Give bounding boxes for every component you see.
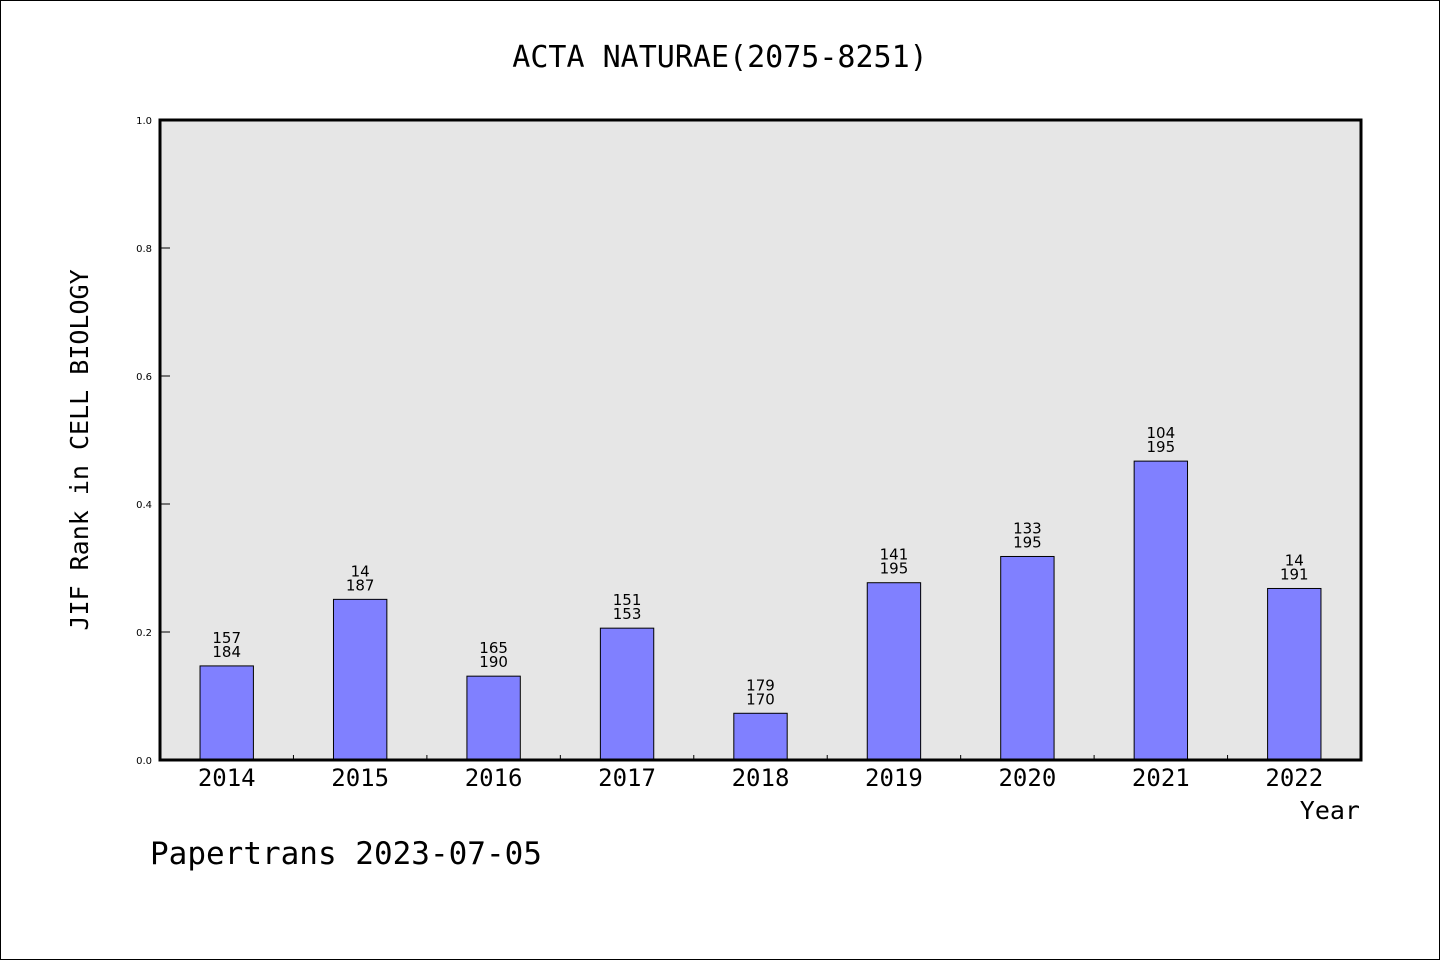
bar-annotation: 153: [613, 605, 642, 623]
bar-annotation: 184: [212, 643, 241, 661]
bar-annotation: 195: [1013, 533, 1042, 551]
bar-annotation: 187: [346, 576, 375, 594]
bar-annotation: 179: [746, 676, 775, 694]
x-tick-label: 2022: [1265, 764, 1323, 792]
bar-2017: [599, 627, 655, 761]
bar-annotation: 133: [1013, 519, 1042, 537]
x-tick-label: 2021: [1132, 764, 1190, 792]
bar-annotation: 190: [479, 653, 508, 671]
x-tick-label: 2020: [998, 764, 1056, 792]
bar-annotation: 151: [613, 591, 642, 609]
x-tick-label: 2019: [865, 764, 923, 792]
y-tick-label: 0.2: [136, 628, 152, 639]
x-axis: 2014 2015 2016 2017 2018 2019 2020 2021 2022: [198, 755, 1323, 792]
x-tick-label: 2017: [598, 764, 656, 792]
bar-2016: [466, 675, 521, 761]
x-tick-label: 2016: [465, 764, 523, 792]
x-axis-label: Year: [1300, 796, 1360, 825]
bar-2020: [1000, 555, 1055, 761]
bar-2022: [1267, 587, 1322, 761]
bar-2021: [1133, 460, 1189, 761]
bar-annotation: 104: [1147, 424, 1176, 442]
bar-annotation: 195: [880, 560, 909, 578]
bar-2018: [733, 712, 788, 761]
bar-2014: [199, 665, 254, 761]
x-tick-label: 2018: [732, 764, 790, 792]
y-tick-label: 0.6: [136, 372, 152, 383]
y-tick-label: 0.4: [136, 500, 152, 511]
bar-annotation: 14: [1285, 551, 1304, 569]
watermark-text: Papertrans 2023-07-05: [150, 836, 542, 872]
bar-2019: [866, 582, 922, 761]
bar-annotation: 14: [351, 562, 370, 580]
y-tick-label: 1.0: [136, 116, 152, 127]
bar-annotation: 195: [1147, 438, 1176, 456]
x-tick-label: 2014: [198, 764, 256, 792]
plot-border: [158, 118, 1363, 762]
bar-annotation: 170: [746, 690, 775, 708]
bar-annotation: 141: [880, 546, 909, 564]
x-tick-label: 2015: [331, 764, 389, 792]
y-axis-label: JIF Rank in CELL BIOLOGY: [65, 269, 94, 630]
bar-annotation: 165: [479, 639, 508, 657]
y-tick-label: 0.8: [136, 244, 152, 255]
bar-annotation: 157: [212, 629, 241, 647]
bars-group: 1571841418716519015115317917014119513319…: [199, 424, 1322, 761]
bar-2015: [332, 598, 388, 761]
y-tick-label: 0.0: [136, 756, 152, 767]
chart-title: ACTA NATURAE(2075-8251): [512, 40, 927, 75]
bar-annotation: 191: [1280, 565, 1309, 583]
